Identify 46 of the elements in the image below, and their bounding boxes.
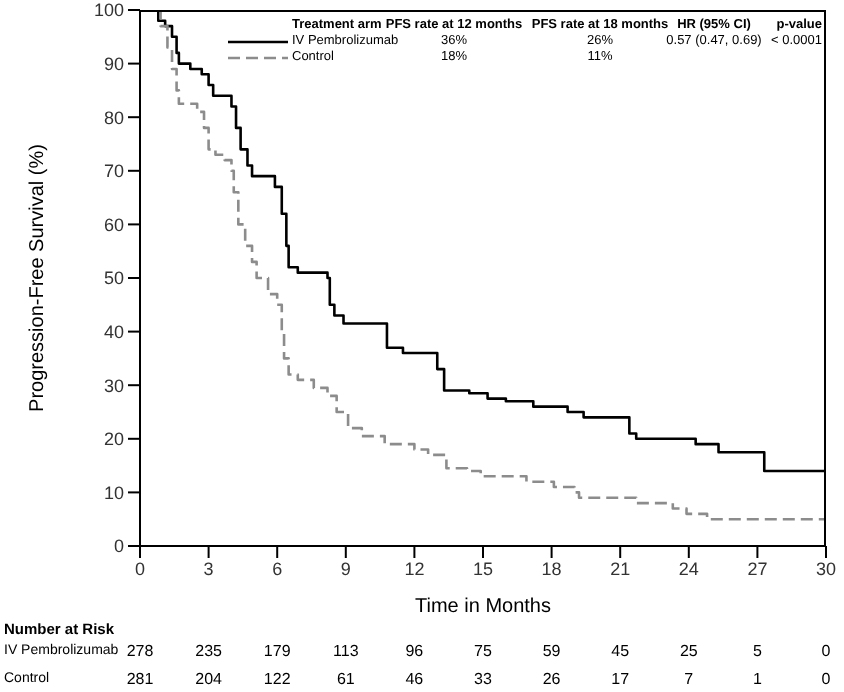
text: 59 (542, 642, 561, 660)
x-tick-label: 27 (747, 558, 768, 579)
x-tick-label: 6 (272, 558, 283, 579)
x-tick-label: 9 (340, 558, 351, 579)
text: 278 (126, 642, 154, 660)
y-tick-label: 40 (103, 321, 124, 342)
y-tick-label: 50 (103, 268, 124, 289)
y-tick-label: 10 (103, 482, 124, 503)
x-axis-title: Time in Months (413, 596, 553, 618)
x-tick-label: 21 (610, 558, 631, 579)
x-tick-label: 12 (404, 558, 425, 579)
x-tick-label: 30 (815, 558, 837, 579)
text: 235 (195, 642, 222, 660)
y-tick-label: 0 (113, 536, 124, 557)
text: 1 (752, 670, 762, 688)
text: 45 (611, 642, 630, 660)
text: 0 (821, 670, 831, 688)
x-tick-label: 3 (203, 558, 214, 579)
text: 0 (821, 642, 831, 660)
text: 179 (263, 642, 291, 660)
text: 17 (611, 670, 630, 688)
text: 7 (684, 670, 694, 688)
y-tick-label: 30 (103, 375, 124, 396)
text: 122 (263, 670, 291, 688)
x-tick-label: 0 (134, 558, 146, 579)
y-tick-label: 60 (103, 214, 124, 235)
x-tick-label: 15 (472, 558, 494, 579)
text: 204 (195, 670, 222, 688)
x-tick-label: 24 (678, 558, 699, 579)
text: 25 (679, 642, 698, 660)
text: 26 (542, 670, 561, 688)
text: 113 (333, 642, 359, 660)
text: 61 (336, 670, 355, 688)
text: 75 (474, 642, 492, 660)
y-tick-label: 100 (93, 0, 124, 21)
y-tick-label: 90 (103, 53, 124, 74)
y-tick-label: 20 (103, 429, 124, 450)
y-tick-label: 80 (103, 107, 124, 128)
text: 33 (474, 670, 492, 688)
text: 281 (126, 670, 154, 688)
text: 5 (752, 642, 762, 660)
y-axis-title: Progression-Free Survival (%) (27, 144, 50, 412)
x-tick-label: 18 (541, 558, 562, 579)
text: 46 (405, 670, 424, 688)
text: 96 (405, 642, 424, 660)
y-tick-label: 70 (103, 161, 124, 182)
